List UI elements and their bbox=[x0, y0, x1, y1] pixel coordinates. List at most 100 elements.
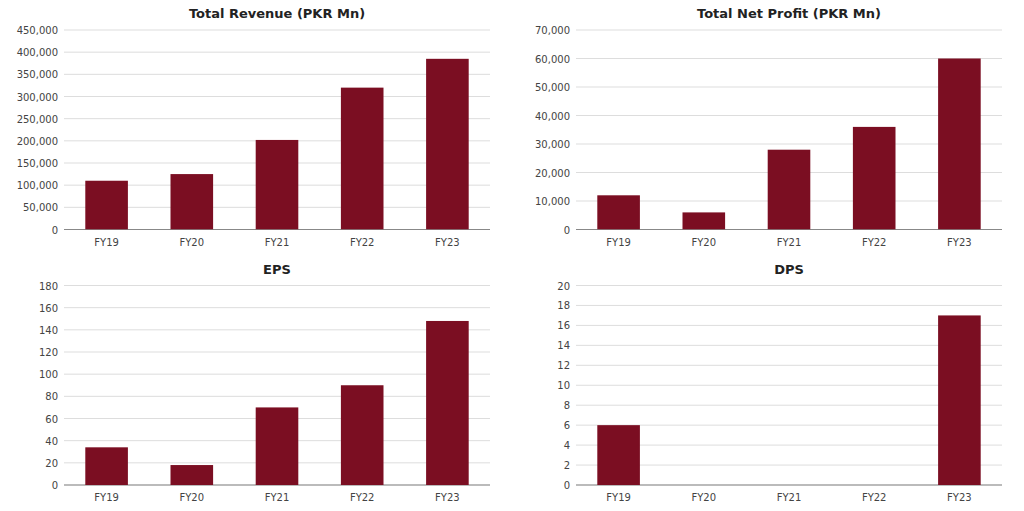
y-tick-label: 20 bbox=[557, 281, 570, 292]
y-tick-label: 20,000 bbox=[535, 168, 570, 179]
x-tick-label: FY22 bbox=[862, 492, 887, 503]
y-tick-label: 400,000 bbox=[17, 47, 58, 58]
x-tick-label: FY22 bbox=[350, 492, 375, 503]
y-tick-label: 50,000 bbox=[535, 82, 570, 93]
grid-line bbox=[576, 30, 1002, 31]
y-tick-label: 0 bbox=[564, 480, 570, 491]
chart-title: Total Revenue (PKR Mn) bbox=[189, 6, 365, 21]
panel: DPS 0 2 4 6 8 10 12 14 16 18 20 FY19 FY20 FY21 FY22 FY23 bbox=[557, 262, 1002, 504]
bar bbox=[341, 88, 384, 230]
y-tick-label: 140 bbox=[39, 325, 58, 336]
y-tick-label: 0 bbox=[52, 480, 58, 491]
y-tick-label: 50,000 bbox=[23, 202, 58, 213]
x-tick-label: FY23 bbox=[435, 492, 460, 503]
y-tick-label: 10,000 bbox=[535, 196, 570, 207]
y-tick-label: 250,000 bbox=[17, 114, 58, 125]
y-tick-label: 100,000 bbox=[17, 180, 58, 191]
bar bbox=[341, 385, 384, 485]
y-tick-label: 16 bbox=[557, 320, 570, 331]
grid-line bbox=[64, 52, 490, 53]
y-tick-label: 60,000 bbox=[535, 54, 570, 65]
y-tick-label: 100 bbox=[39, 369, 58, 380]
bars bbox=[597, 59, 980, 230]
y-tick-label: 60 bbox=[45, 414, 58, 425]
chart-title: EPS bbox=[263, 262, 291, 277]
y-tick-label: 0 bbox=[52, 225, 58, 236]
x-tick-label: FY19 bbox=[94, 237, 119, 248]
x-tick-label: FY19 bbox=[606, 237, 631, 248]
x-tick-label: FY21 bbox=[265, 492, 290, 503]
y-tick-label: 40 bbox=[45, 436, 58, 447]
y-tick-label: 150,000 bbox=[17, 158, 58, 169]
bar bbox=[426, 321, 469, 485]
bar bbox=[938, 315, 981, 485]
y-tick-label: 4 bbox=[564, 440, 570, 451]
grid-line bbox=[64, 30, 490, 31]
bar bbox=[256, 140, 299, 230]
y-tick-label: 12 bbox=[557, 360, 570, 371]
x-tick-label: FY22 bbox=[862, 237, 887, 248]
y-tick-label: 120 bbox=[39, 347, 58, 358]
bar bbox=[853, 127, 896, 230]
bars bbox=[85, 59, 468, 230]
grid-line bbox=[576, 305, 1002, 306]
grid-line bbox=[576, 285, 1002, 286]
x-tick-label: FY20 bbox=[692, 237, 717, 248]
x-tick-label: FY20 bbox=[180, 237, 205, 248]
bar bbox=[938, 59, 981, 230]
grid-line bbox=[64, 307, 490, 308]
y-tick-label: 300,000 bbox=[17, 92, 58, 103]
y-tick-label: 2 bbox=[564, 460, 570, 471]
bar bbox=[768, 485, 811, 486]
grid-line bbox=[64, 285, 490, 286]
x-tick-label: FY22 bbox=[350, 237, 375, 248]
y-tick-label: 40,000 bbox=[535, 111, 570, 122]
bars bbox=[597, 315, 980, 485]
x-tick-label: FY23 bbox=[947, 492, 972, 503]
bar bbox=[597, 195, 640, 229]
bar bbox=[853, 485, 896, 486]
y-tick-label: 10 bbox=[557, 380, 570, 391]
bar bbox=[256, 407, 299, 485]
bars bbox=[85, 321, 468, 485]
bar bbox=[171, 465, 214, 485]
y-tick-label: 350,000 bbox=[17, 69, 58, 80]
x-tick-label: FY21 bbox=[777, 492, 802, 503]
bar bbox=[683, 212, 726, 229]
x-tick-label: FY19 bbox=[606, 492, 631, 503]
chart-title: DPS bbox=[774, 262, 804, 277]
y-tick-label: 6 bbox=[564, 420, 570, 431]
x-tick-label: FY23 bbox=[435, 237, 460, 248]
y-tick-label: 160 bbox=[39, 303, 58, 314]
bar bbox=[597, 425, 640, 485]
y-tick-label: 8 bbox=[564, 400, 570, 411]
x-tick-label: FY23 bbox=[947, 237, 972, 248]
y-tick-label: 30,000 bbox=[535, 139, 570, 150]
x-tick-label: FY20 bbox=[692, 492, 717, 503]
y-tick-label: 14 bbox=[557, 340, 570, 351]
bar bbox=[768, 150, 811, 230]
y-tick-label: 20 bbox=[45, 458, 58, 469]
panel: EPS 0 20 40 60 80 100 120 140 160 180 FY19 FY20 FY21 F… bbox=[39, 262, 490, 504]
y-tick-label: 200,000 bbox=[17, 136, 58, 147]
y-tick-label: 450,000 bbox=[17, 25, 58, 36]
bar bbox=[171, 174, 214, 229]
x-tick-label: FY21 bbox=[777, 237, 802, 248]
chart-canvas: Total Revenue (PKR Mn) 0 50,000 100,000 150,… bbox=[0, 0, 1024, 511]
panel: Total Net Profit (PKR Mn) 0 10,000 20,000 30… bbox=[535, 6, 1002, 248]
y-tick-label: 70,000 bbox=[535, 25, 570, 36]
bar bbox=[426, 59, 469, 230]
bar bbox=[85, 181, 128, 230]
y-tick-label: 18 bbox=[557, 300, 570, 311]
y-tick-label: 80 bbox=[45, 391, 58, 402]
bar bbox=[85, 447, 128, 485]
page: {"chart_data": [ {"type": "bar", "title"… bbox=[0, 0, 1024, 511]
x-tick-label: FY19 bbox=[94, 492, 119, 503]
chart-title: Total Net Profit (PKR Mn) bbox=[697, 6, 881, 21]
y-tick-label: 180 bbox=[39, 281, 58, 292]
bar bbox=[683, 485, 726, 486]
x-tick-label: FY21 bbox=[265, 237, 290, 248]
panel: Total Revenue (PKR Mn) 0 50,000 100,000 150,… bbox=[17, 6, 490, 248]
x-tick-label: FY20 bbox=[180, 492, 205, 503]
y-tick-label: 0 bbox=[564, 225, 570, 236]
